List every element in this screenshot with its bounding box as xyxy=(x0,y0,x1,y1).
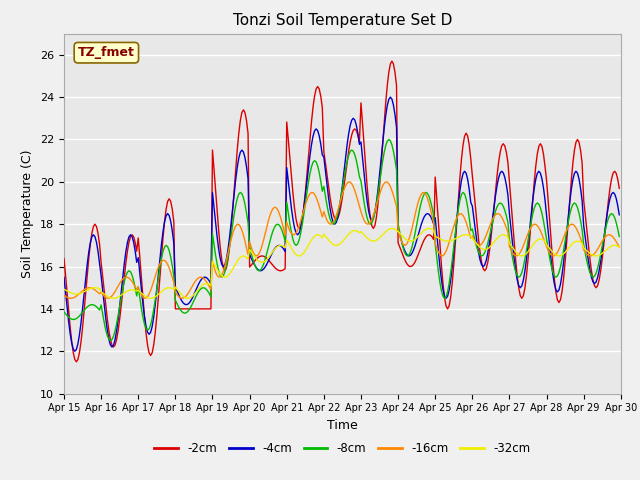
Text: TZ_fmet: TZ_fmet xyxy=(78,46,135,59)
Legend: -2cm, -4cm, -8cm, -16cm, -32cm: -2cm, -4cm, -8cm, -16cm, -32cm xyxy=(150,437,535,460)
Y-axis label: Soil Temperature (C): Soil Temperature (C) xyxy=(22,149,35,278)
Title: Tonzi Soil Temperature Set D: Tonzi Soil Temperature Set D xyxy=(233,13,452,28)
X-axis label: Time: Time xyxy=(327,419,358,432)
